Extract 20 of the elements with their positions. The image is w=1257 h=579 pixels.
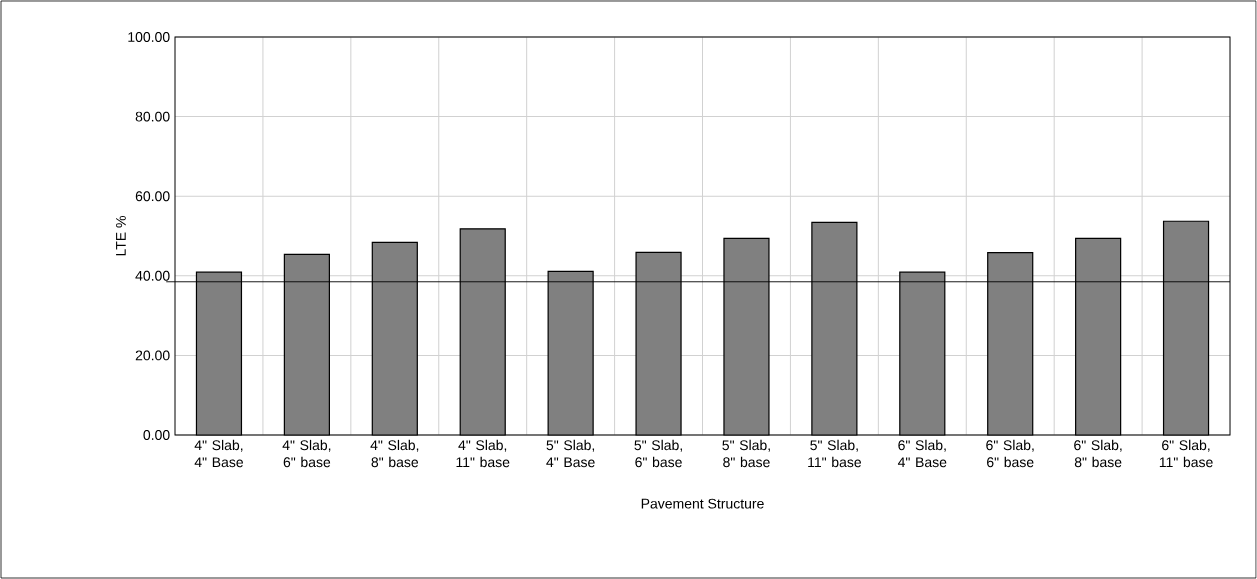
x-tick-label: 4" Slab, 6" base	[282, 439, 331, 468]
x-tick-label: 4" Slab, 8" base	[370, 439, 419, 468]
y-tick-label: 100.00	[128, 32, 170, 42]
x-tick-label: 6" Slab, 6" base	[986, 439, 1034, 468]
x-tick-label: 6" Slab, 8" base	[1074, 439, 1122, 468]
y-tick-label: 60.00	[135, 191, 170, 202]
y-tick-label: 0.00	[143, 430, 170, 440]
y-axis-title: LTE %	[115, 216, 126, 256]
x-tick-label: 5" Slab, 11" base	[808, 439, 862, 468]
x-tick-label: 5" Slab, 8" base	[722, 439, 770, 468]
x-tick-label: 5" Slab, 4" Base	[546, 439, 595, 468]
x-tick-label: 4" Slab, 11" base	[456, 439, 510, 468]
x-tick-label: 6" Slab, 11" base	[1159, 439, 1213, 468]
y-tick-label: 20.00	[135, 350, 170, 361]
x-axis-title: Pavement Structure	[641, 498, 764, 509]
x-tick-label: 5" Slab, 6" base	[634, 439, 682, 468]
x-tick-label: 6" Slab, 4" Base	[897, 439, 947, 468]
y-tick-label: 80.00	[135, 111, 170, 122]
x-tick-label: 4" Slab, 4" Base	[194, 439, 243, 468]
y-tick-label: 40.00	[135, 270, 170, 281]
